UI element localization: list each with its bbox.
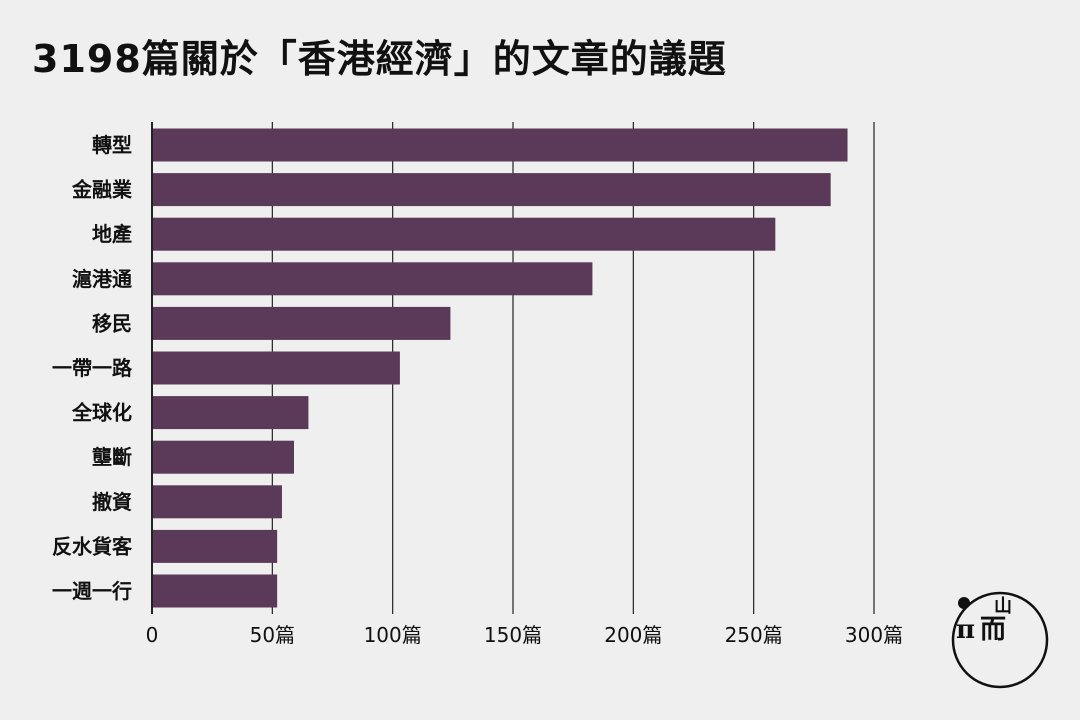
bar — [152, 529, 278, 563]
bars — [152, 128, 848, 608]
bar — [152, 351, 400, 385]
category-label: 金融業 — [71, 178, 133, 202]
category-label: 一週一行 — [52, 579, 132, 603]
x-tick-label: 250篇 — [725, 623, 783, 647]
bar — [152, 574, 278, 608]
bar — [152, 217, 776, 251]
category-label: 全球化 — [71, 401, 132, 425]
x-tick-label: 100篇 — [364, 623, 422, 647]
x-axis-labels: 0 50篇 100篇 150篇 200篇 250篇 300篇 — [146, 623, 903, 647]
chart-title: 3198篇關於「香港經濟」的文章的議題 — [32, 37, 727, 81]
bar — [152, 173, 831, 207]
logo-dot — [958, 597, 970, 609]
bar — [152, 396, 309, 430]
category-label: 滬港通 — [72, 267, 132, 291]
category-label: 撤資 — [92, 490, 132, 514]
x-tick-label: 200篇 — [604, 623, 662, 647]
category-label: 轉型 — [92, 133, 132, 157]
x-tick-label: 50篇 — [250, 623, 295, 647]
x-tick-label: 0 — [146, 623, 159, 647]
logo-ring — [951, 591, 1049, 689]
x-tick-label: 150篇 — [484, 623, 542, 647]
category-label: 地產 — [92, 222, 132, 246]
logo: 山 π 而 — [951, 591, 1049, 689]
bar — [152, 485, 282, 519]
category-label: 壟斷 — [92, 445, 132, 469]
category-label: 反水貨客 — [52, 534, 133, 558]
x-tick-label: 300篇 — [845, 623, 903, 647]
bar — [152, 306, 451, 340]
logo-char-left: π — [956, 615, 975, 645]
category-label: 移民 — [92, 311, 132, 335]
bar — [152, 128, 848, 162]
logo-char-top: 山 — [994, 596, 1012, 617]
logo-char-right: 而 — [980, 615, 1006, 645]
bar — [152, 440, 294, 474]
bar — [152, 262, 593, 296]
category-label: 一帶一路 — [52, 356, 133, 380]
